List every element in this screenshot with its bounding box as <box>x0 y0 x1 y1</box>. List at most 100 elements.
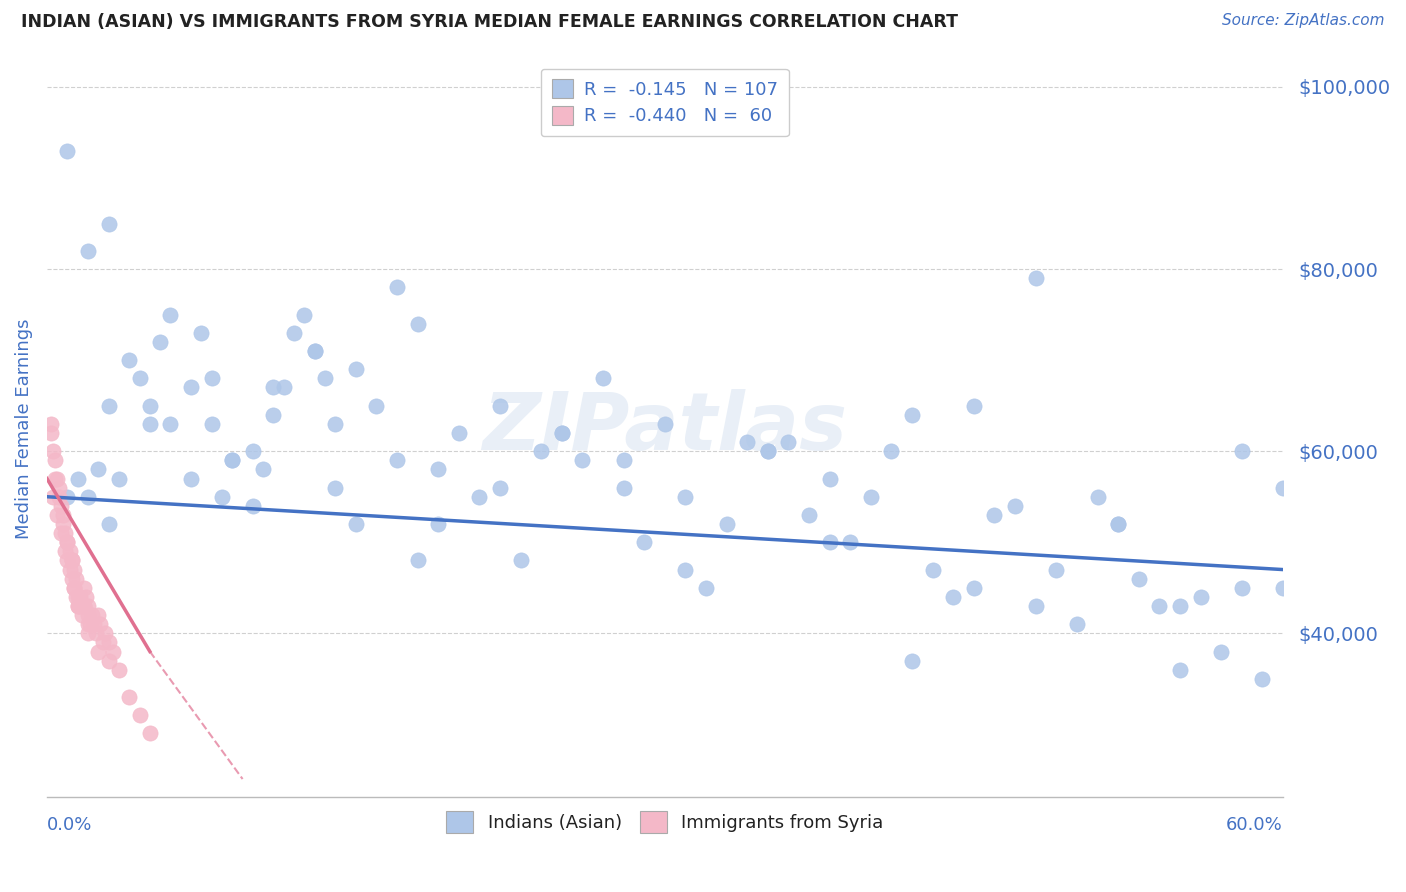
Point <box>77 599 100 613</box>
Point <box>66 471 89 485</box>
Point <box>613 453 636 467</box>
Point <box>87 608 110 623</box>
Legend: R =  -0.145   N = 107, R =  -0.440   N =  60: R = -0.145 N = 107, R = -0.440 N = 60 <box>541 69 789 136</box>
Point <box>1128 572 1150 586</box>
Text: 60.0%: 60.0% <box>1226 815 1282 834</box>
Point <box>263 408 285 422</box>
Point <box>108 471 131 485</box>
Point <box>1251 672 1274 686</box>
Point <box>55 526 77 541</box>
Point <box>77 490 100 504</box>
Point <box>1107 516 1129 531</box>
Point <box>921 563 943 577</box>
Point <box>385 453 408 467</box>
Point <box>263 380 285 394</box>
Point <box>406 317 429 331</box>
Point <box>58 544 80 558</box>
Point <box>93 626 115 640</box>
Point <box>48 481 70 495</box>
Text: Source: ZipAtlas.com: Source: ZipAtlas.com <box>1222 13 1385 29</box>
Point <box>406 553 429 567</box>
Point <box>56 490 79 504</box>
Point <box>97 217 120 231</box>
Point <box>344 516 367 531</box>
Point <box>880 444 903 458</box>
Point <box>60 553 83 567</box>
Point <box>221 453 243 467</box>
Point <box>56 535 79 549</box>
Point <box>1209 644 1232 658</box>
Point <box>1230 581 1253 595</box>
Point <box>69 590 91 604</box>
Point <box>344 362 367 376</box>
Point <box>675 490 697 504</box>
Point <box>55 544 77 558</box>
Point <box>128 708 150 723</box>
Point <box>77 626 100 640</box>
Point <box>46 471 69 485</box>
Point <box>1087 490 1109 504</box>
Point <box>242 444 264 458</box>
Point <box>73 581 96 595</box>
Point <box>292 308 315 322</box>
Point <box>180 380 202 394</box>
Point <box>139 417 162 431</box>
Point <box>323 417 346 431</box>
Point <box>252 462 274 476</box>
Point <box>56 553 79 567</box>
Point <box>447 425 470 440</box>
Point <box>221 453 243 467</box>
Point <box>39 425 62 440</box>
Point <box>654 417 676 431</box>
Point <box>52 508 75 522</box>
Point <box>778 435 800 450</box>
Point <box>1066 617 1088 632</box>
Point <box>323 481 346 495</box>
Point <box>97 399 120 413</box>
Point <box>62 581 84 595</box>
Point <box>737 435 759 450</box>
Point <box>79 617 101 632</box>
Point <box>89 617 111 632</box>
Point <box>304 344 326 359</box>
Point <box>159 308 181 322</box>
Point <box>60 572 83 586</box>
Point <box>1004 499 1026 513</box>
Point <box>42 444 65 458</box>
Point <box>427 516 450 531</box>
Point <box>70 608 93 623</box>
Point <box>118 353 141 368</box>
Point <box>942 590 965 604</box>
Point <box>69 599 91 613</box>
Point <box>613 481 636 495</box>
Point <box>211 490 233 504</box>
Point <box>56 535 79 549</box>
Point <box>1271 581 1294 595</box>
Point <box>273 380 295 394</box>
Point <box>73 599 96 613</box>
Point <box>128 371 150 385</box>
Point <box>51 499 73 513</box>
Point <box>839 535 862 549</box>
Point <box>1189 590 1212 604</box>
Point <box>716 516 738 531</box>
Point <box>39 417 62 431</box>
Point <box>66 590 89 604</box>
Point <box>304 344 326 359</box>
Point <box>51 526 73 541</box>
Point <box>489 481 512 495</box>
Point <box>73 599 96 613</box>
Point <box>695 581 717 595</box>
Point <box>97 654 120 668</box>
Point <box>87 462 110 476</box>
Point <box>756 444 779 458</box>
Point <box>1025 599 1047 613</box>
Point <box>139 399 162 413</box>
Point <box>756 444 779 458</box>
Point <box>44 471 66 485</box>
Text: ZIPatlas: ZIPatlas <box>482 390 848 467</box>
Point <box>101 644 124 658</box>
Point <box>56 144 79 158</box>
Point <box>859 490 882 504</box>
Point <box>180 471 202 485</box>
